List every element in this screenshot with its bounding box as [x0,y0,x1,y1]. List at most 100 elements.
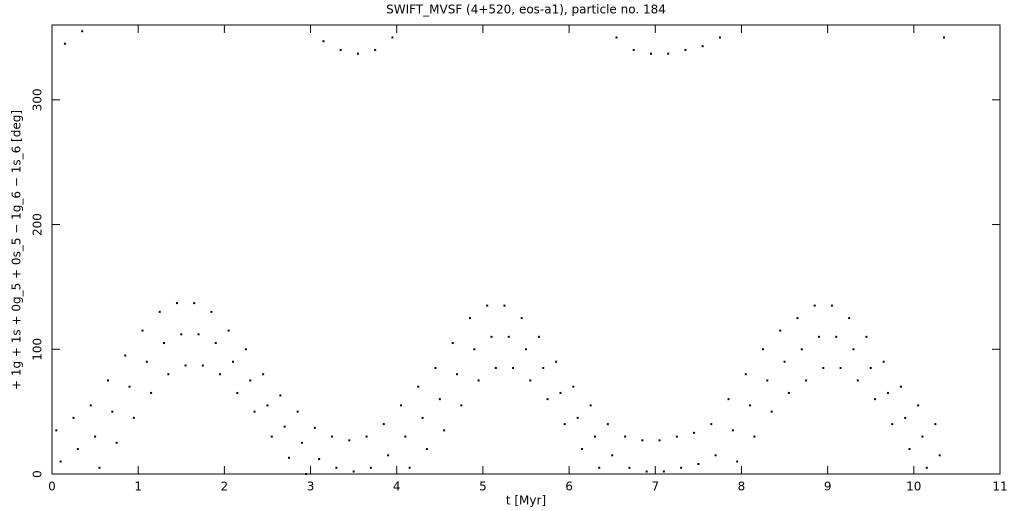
point [494,366,497,369]
point [59,460,62,463]
y-tick-label: 100 [31,338,45,361]
point [938,454,941,457]
point [81,30,84,33]
point [899,385,902,388]
point [507,335,510,338]
point [279,394,282,397]
point [404,435,407,438]
point [283,425,286,428]
point [490,335,493,338]
x-tick-label: 10 [906,480,921,494]
point [331,435,334,438]
point [132,416,135,419]
point [512,366,515,369]
point [886,391,889,394]
point [201,364,204,367]
point [714,454,717,457]
point [443,429,446,432]
point [163,342,166,345]
point [727,398,730,401]
point [365,435,368,438]
point [546,398,549,401]
point [503,304,506,307]
x-tick-label: 9 [824,480,832,494]
point [408,466,411,469]
point [684,48,687,51]
point [313,426,316,429]
point [848,317,851,320]
point [537,335,540,338]
point [606,423,609,426]
point [787,391,790,394]
point [477,379,480,382]
point [356,52,359,55]
point [783,360,786,363]
point [369,466,372,469]
point [434,366,437,369]
point [753,435,756,438]
point [818,335,821,338]
point [322,40,325,43]
point [856,379,859,382]
point [736,460,739,463]
x-axis-label: t [Myr] [506,494,546,508]
point [649,52,652,55]
point [124,354,127,357]
point [150,391,153,394]
point [852,348,855,351]
x-tick-label: 6 [565,480,573,494]
point [387,454,390,457]
point [214,342,217,345]
point [779,329,782,332]
point [835,335,838,338]
point [611,454,614,457]
point [525,348,527,351]
point [680,466,683,469]
point [822,366,825,369]
point [542,366,545,369]
point [98,466,101,469]
point [107,379,110,382]
point [529,379,532,382]
point [891,423,894,426]
point [128,385,131,388]
point [253,410,256,413]
point [270,435,273,438]
point [697,463,700,466]
point [667,52,670,55]
point [158,310,161,313]
point [197,333,200,336]
point [662,470,665,473]
x-tick-label: 4 [393,480,401,494]
x-tick-label: 5 [479,480,487,494]
point [335,466,338,469]
point [219,373,222,376]
point [193,302,196,305]
y-tick-label: 0 [31,470,45,478]
point [266,404,269,407]
point [762,348,764,351]
point [288,456,290,459]
point [421,416,424,419]
point [813,304,816,307]
point [572,385,575,388]
point [352,470,355,473]
point [796,317,799,320]
point [417,385,420,388]
y-axis-label: + 1g + 1s + 0g_5 + 0s_5 − 1g_6 − 1s_6 [d… [10,110,24,390]
point [934,423,937,426]
point [296,410,299,413]
point [576,416,579,419]
point [624,435,627,438]
point [382,423,385,426]
point [262,373,265,376]
point [89,404,92,407]
point [942,36,945,39]
point [456,373,459,376]
point [641,439,644,442]
point [141,329,144,332]
point [632,48,635,51]
point [615,36,618,39]
chart-title: SWIFT_MVSF (4+520, eos-a1), particle no.… [386,3,666,17]
